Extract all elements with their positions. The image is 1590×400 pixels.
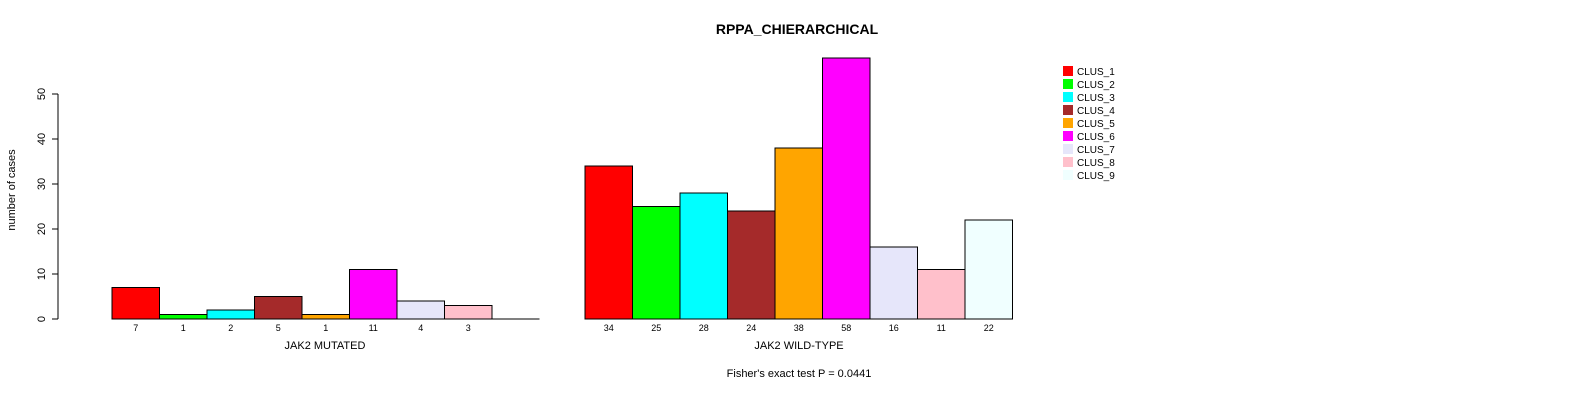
bar-count-label: 22 (984, 323, 994, 333)
group-label: JAK2 WILD-TYPE (754, 340, 843, 352)
legend-item: CLUS_4 (1063, 105, 1115, 117)
legend-item: CLUS_2 (1063, 79, 1115, 91)
legend-swatch (1063, 131, 1073, 141)
y-axis-label: number of cases (6, 149, 18, 231)
bar-count-label: 3 (466, 323, 471, 333)
legend-item: CLUS_8 (1063, 157, 1115, 169)
legend-swatch (1063, 105, 1073, 115)
legend-label: CLUS_9 (1077, 171, 1115, 182)
legend-label: CLUS_6 (1077, 132, 1115, 143)
y-tick-label: 0 (36, 316, 48, 322)
legend: CLUS_1 CLUS_2 CLUS_3 CLUS_4 CLUS_5 CLUS_6 CLUS… (1063, 66, 1115, 182)
legend-label: CLUS_8 (1077, 158, 1115, 169)
bar-count-label: 5 (276, 323, 281, 333)
bar-clus-3 (679, 192, 728, 320)
legend-label: CLUS_2 (1077, 80, 1115, 91)
bar-count-label: 16 (889, 323, 899, 333)
legend-swatch (1063, 157, 1073, 167)
legend-label: CLUS_7 (1077, 145, 1115, 156)
bar-clus-1 (111, 287, 160, 320)
legend-item: CLUS_7 (1063, 144, 1115, 156)
bar-count-label: 34 (604, 323, 614, 333)
bar-clus-7 (396, 300, 445, 320)
legend-swatch (1063, 118, 1073, 128)
bar-clus-6 (822, 57, 871, 320)
legend-item: CLUS_9 (1063, 170, 1115, 182)
legend-item: CLUS_5 (1063, 118, 1115, 130)
bar-clus-2 (159, 314, 208, 320)
legend-swatch (1063, 170, 1073, 180)
bar-count-label: 38 (794, 323, 804, 333)
bar-clus-3 (206, 309, 255, 320)
legend-item: CLUS_1 (1063, 66, 1115, 78)
y-axis: 0 10 20 30 40 50 (36, 88, 59, 322)
legend-label: CLUS_5 (1077, 119, 1115, 130)
y-tick-label: 10 (36, 268, 48, 280)
legend-item: CLUS_3 (1063, 92, 1115, 104)
legend-item: CLUS_6 (1063, 131, 1115, 143)
bar-clus-2 (632, 206, 681, 320)
bar-count-label: 58 (841, 323, 851, 333)
bar-clus-4 (727, 210, 776, 320)
bar-count-label: 25 (651, 323, 661, 333)
bar-clus-5 (774, 147, 823, 320)
y-tick-label: 40 (36, 133, 48, 145)
legend-label: CLUS_1 (1077, 67, 1115, 78)
bar-count-label: 11 (937, 323, 946, 333)
bar-group: 34 25 28 24 38 58 16 11 22 JAK2 WILD-TYPE (584, 57, 1013, 352)
bar-clus-8 (444, 305, 493, 320)
chart-title: RPPA_CHIERARCHICAL (716, 21, 879, 37)
y-tick-label: 20 (36, 223, 48, 235)
legend-label: CLUS_4 (1077, 106, 1115, 117)
legend-swatch (1063, 79, 1073, 89)
bar-clus-6 (349, 269, 398, 320)
bar-clus-4 (254, 296, 303, 320)
y-tick-label: 30 (36, 178, 48, 190)
bar-count-label: 1 (323, 323, 328, 333)
bar-count-label: 28 (699, 323, 709, 333)
bar-count-label: 4 (418, 323, 423, 333)
bar-count-label: 2 (228, 323, 233, 333)
bar-count-label: 11 (369, 323, 378, 333)
y-tick-label: 50 (36, 88, 48, 100)
bar-clus-7 (869, 246, 918, 320)
bar-clus-8 (917, 269, 966, 320)
bar-clus-1 (584, 165, 633, 320)
legend-label: CLUS_3 (1077, 93, 1115, 104)
legend-swatch (1063, 66, 1073, 76)
legend-swatch (1063, 92, 1073, 102)
legend-swatch (1063, 144, 1073, 154)
bar-clus-5 (301, 314, 350, 320)
group-label: JAK2 MUTATED (285, 340, 366, 352)
bar-count-label: 1 (181, 323, 186, 333)
bar-count-label: 24 (746, 323, 756, 333)
fisher-test-footnote: Fisher's exact test P = 0.0441 (727, 368, 872, 380)
bar-count-label: 7 (133, 323, 138, 333)
bar-clus-9 (964, 219, 1013, 320)
